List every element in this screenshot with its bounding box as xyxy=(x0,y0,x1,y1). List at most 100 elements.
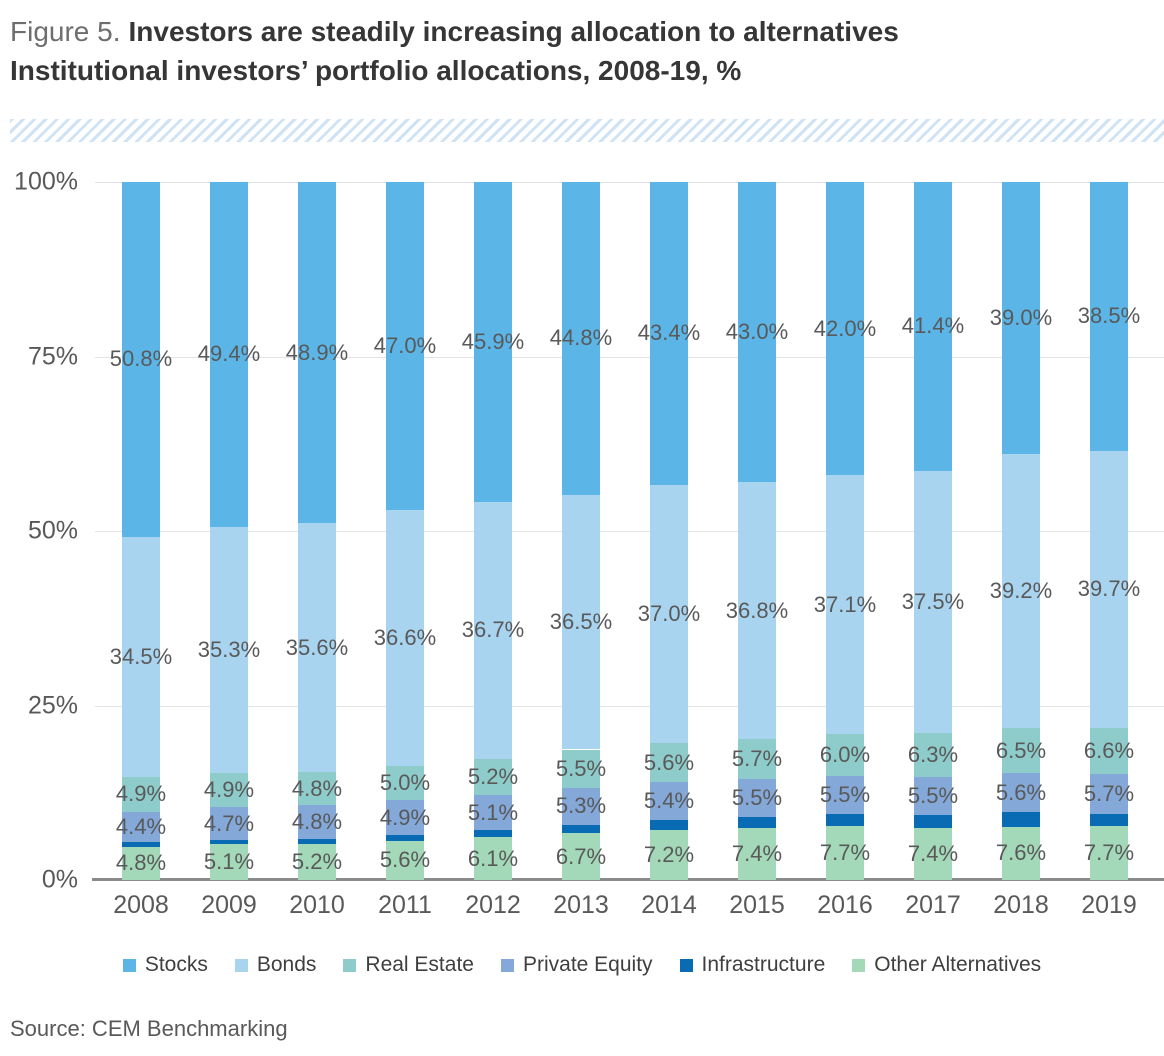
bar-segment-other-alternatives-2008 xyxy=(122,846,160,880)
legend-item-other-alternatives: Other Alternatives xyxy=(852,953,1041,977)
y-axis-tick-25: 25% xyxy=(27,691,78,719)
bar-segment-private-equity-2017 xyxy=(914,776,952,816)
value-label-private-equity-2011: 4.9% xyxy=(379,804,431,830)
plot-area: 4.8% 4.4% 4.9% 34.5% 50.8% 5.1% 4.7% 4.9% 35.3% 4… xyxy=(92,182,1164,881)
value-label-other-alternatives-2012: 6.1% xyxy=(467,845,519,871)
legend-swatch-icon xyxy=(500,958,514,972)
value-label-bonds-2010: 35.6% xyxy=(285,634,349,660)
value-label-real-estate-2016: 6.0% xyxy=(819,742,871,768)
value-label-real-estate-2008: 4.9% xyxy=(115,781,167,807)
value-label-bonds-2012: 36.7% xyxy=(461,617,525,643)
bar-segment-stocks-2008 xyxy=(122,182,160,537)
bar-segment-real-estate-2018 xyxy=(1002,727,1040,774)
bar-segment-infrastructure-2013 xyxy=(562,824,600,834)
bar-segment-private-equity-2014 xyxy=(650,782,688,820)
value-label-stocks-2015: 43.0% xyxy=(725,319,789,345)
bar-segment-stocks-2010 xyxy=(298,182,336,524)
bar-segment-private-equity-2013 xyxy=(562,787,600,825)
bar-segment-infrastructure-2018 xyxy=(1002,812,1040,827)
value-label-real-estate-2014: 5.6% xyxy=(643,749,695,775)
figure-subtitle: Institutional investors’ portfolio alloc… xyxy=(10,55,742,86)
y-axis-tick-75: 75% xyxy=(27,342,78,370)
legend-swatch-icon xyxy=(234,958,248,972)
bar-segment-real-estate-2011 xyxy=(386,765,424,801)
value-label-other-alternatives-2008: 4.8% xyxy=(115,850,167,876)
value-label-bonds-2008: 34.5% xyxy=(109,643,173,669)
value-label-other-alternatives-2017: 7.4% xyxy=(907,841,959,867)
value-label-stocks-2011: 47.0% xyxy=(373,333,437,359)
bar-segment-other-alternatives-2010 xyxy=(298,843,336,880)
bar-segment-stocks-2018 xyxy=(1002,182,1040,455)
gridline-25 xyxy=(95,705,1164,707)
x-axis: 2008 2009 2010 2011 2012 2013 2014 2015 2016 2017… xyxy=(0,891,1164,921)
bar-segment-infrastructure-2008 xyxy=(122,842,160,847)
bar-segment-stocks-2009 xyxy=(210,182,248,527)
bar-segment-real-estate-2013 xyxy=(562,749,600,788)
gridline-75 xyxy=(95,356,1164,358)
value-label-bonds-2009: 35.3% xyxy=(197,637,261,662)
x-axis-tick-2010: 2010 xyxy=(289,891,345,919)
value-label-stocks-2017: 41.4% xyxy=(901,313,965,339)
value-label-bonds-2019: 39.7% xyxy=(1077,576,1141,602)
legend-swatch-icon xyxy=(122,958,136,972)
bar-segment-other-alternatives-2016 xyxy=(826,826,864,880)
bar-segment-bonds-2012 xyxy=(474,502,512,759)
decorative-hatch-band xyxy=(10,119,1164,142)
figure-title-block: Figure 5. Investors are steadily increasi… xyxy=(10,12,899,90)
bar-segment-stocks-2013 xyxy=(562,182,600,495)
bar-segment-private-equity-2008 xyxy=(122,811,160,843)
value-label-real-estate-2015: 5.7% xyxy=(731,745,783,771)
value-label-real-estate-2013: 5.5% xyxy=(555,755,607,781)
legend-label: Bonds xyxy=(256,953,317,976)
value-label-bonds-2017: 37.5% xyxy=(901,588,965,614)
bar-segment-infrastructure-2015 xyxy=(738,817,776,829)
bar-segment-private-equity-2016 xyxy=(826,776,864,815)
value-label-bonds-2016: 37.1% xyxy=(813,591,877,617)
bar-segment-stocks-2016 xyxy=(826,182,864,476)
bar-segment-real-estate-2010 xyxy=(298,771,336,806)
x-axis-tick-2014: 2014 xyxy=(641,891,697,919)
bar-segment-infrastructure-2019 xyxy=(1090,813,1128,827)
x-axis-tick-2008: 2008 xyxy=(113,891,169,919)
bar-segment-bonds-2008 xyxy=(122,536,160,778)
figure-title: Investors are steadily increasing alloca… xyxy=(128,16,899,47)
bar-segment-bonds-2013 xyxy=(562,494,600,750)
bar-segment-other-alternatives-2018 xyxy=(1002,826,1040,880)
bar-segment-private-equity-2009 xyxy=(210,807,248,841)
x-axis-tick-2009: 2009 xyxy=(201,891,257,919)
value-label-real-estate-2010: 4.8% xyxy=(291,775,343,801)
bar-segment-stocks-2014 xyxy=(650,182,688,485)
x-axis-tick-2017: 2017 xyxy=(905,891,961,919)
chart-legend: Stocks Bonds Real Estate Private Equity Infr… xyxy=(0,953,1164,977)
legend-swatch-icon xyxy=(343,958,357,972)
bar-segment-real-estate-2019 xyxy=(1090,727,1128,774)
bar-segment-bonds-2014 xyxy=(650,484,688,744)
source-note: Source: CEM Benchmarking xyxy=(10,1016,288,1041)
bar-segment-other-alternatives-2011 xyxy=(386,840,424,880)
bar-segment-private-equity-2018 xyxy=(1002,773,1040,813)
bar-segment-infrastructure-2012 xyxy=(474,830,512,838)
bar-segment-bonds-2018 xyxy=(1002,454,1040,728)
x-axis-tick-2011: 2011 xyxy=(378,891,432,919)
legend-label: Stocks xyxy=(144,953,208,976)
bar-segment-other-alternatives-2009 xyxy=(210,844,248,880)
value-label-private-equity-2019: 5.7% xyxy=(1083,780,1135,806)
value-label-stocks-2013: 44.8% xyxy=(549,325,613,351)
bar-segment-private-equity-2010 xyxy=(298,805,336,839)
value-label-stocks-2014: 43.4% xyxy=(637,320,701,346)
y-axis-tick-100: 100% xyxy=(14,167,78,196)
gridline-0 xyxy=(92,878,1164,881)
legend-item-infrastructure: Infrastructure xyxy=(679,953,825,977)
bar-segment-real-estate-2017 xyxy=(914,732,952,777)
legend-item-stocks: Stocks xyxy=(122,953,208,977)
value-label-private-equity-2012: 5.1% xyxy=(467,799,519,825)
value-label-stocks-2010: 48.9% xyxy=(285,339,349,365)
value-label-bonds-2015: 36.8% xyxy=(725,597,789,623)
bar-segment-real-estate-2016 xyxy=(826,734,864,776)
value-label-private-equity-2010: 4.8% xyxy=(291,809,343,835)
legend-label: Real Estate xyxy=(365,953,474,976)
legend-swatch-icon xyxy=(852,958,866,972)
bar-segment-private-equity-2012 xyxy=(474,794,512,831)
bar-segment-real-estate-2008 xyxy=(122,777,160,812)
bar-segment-infrastructure-2017 xyxy=(914,815,952,829)
